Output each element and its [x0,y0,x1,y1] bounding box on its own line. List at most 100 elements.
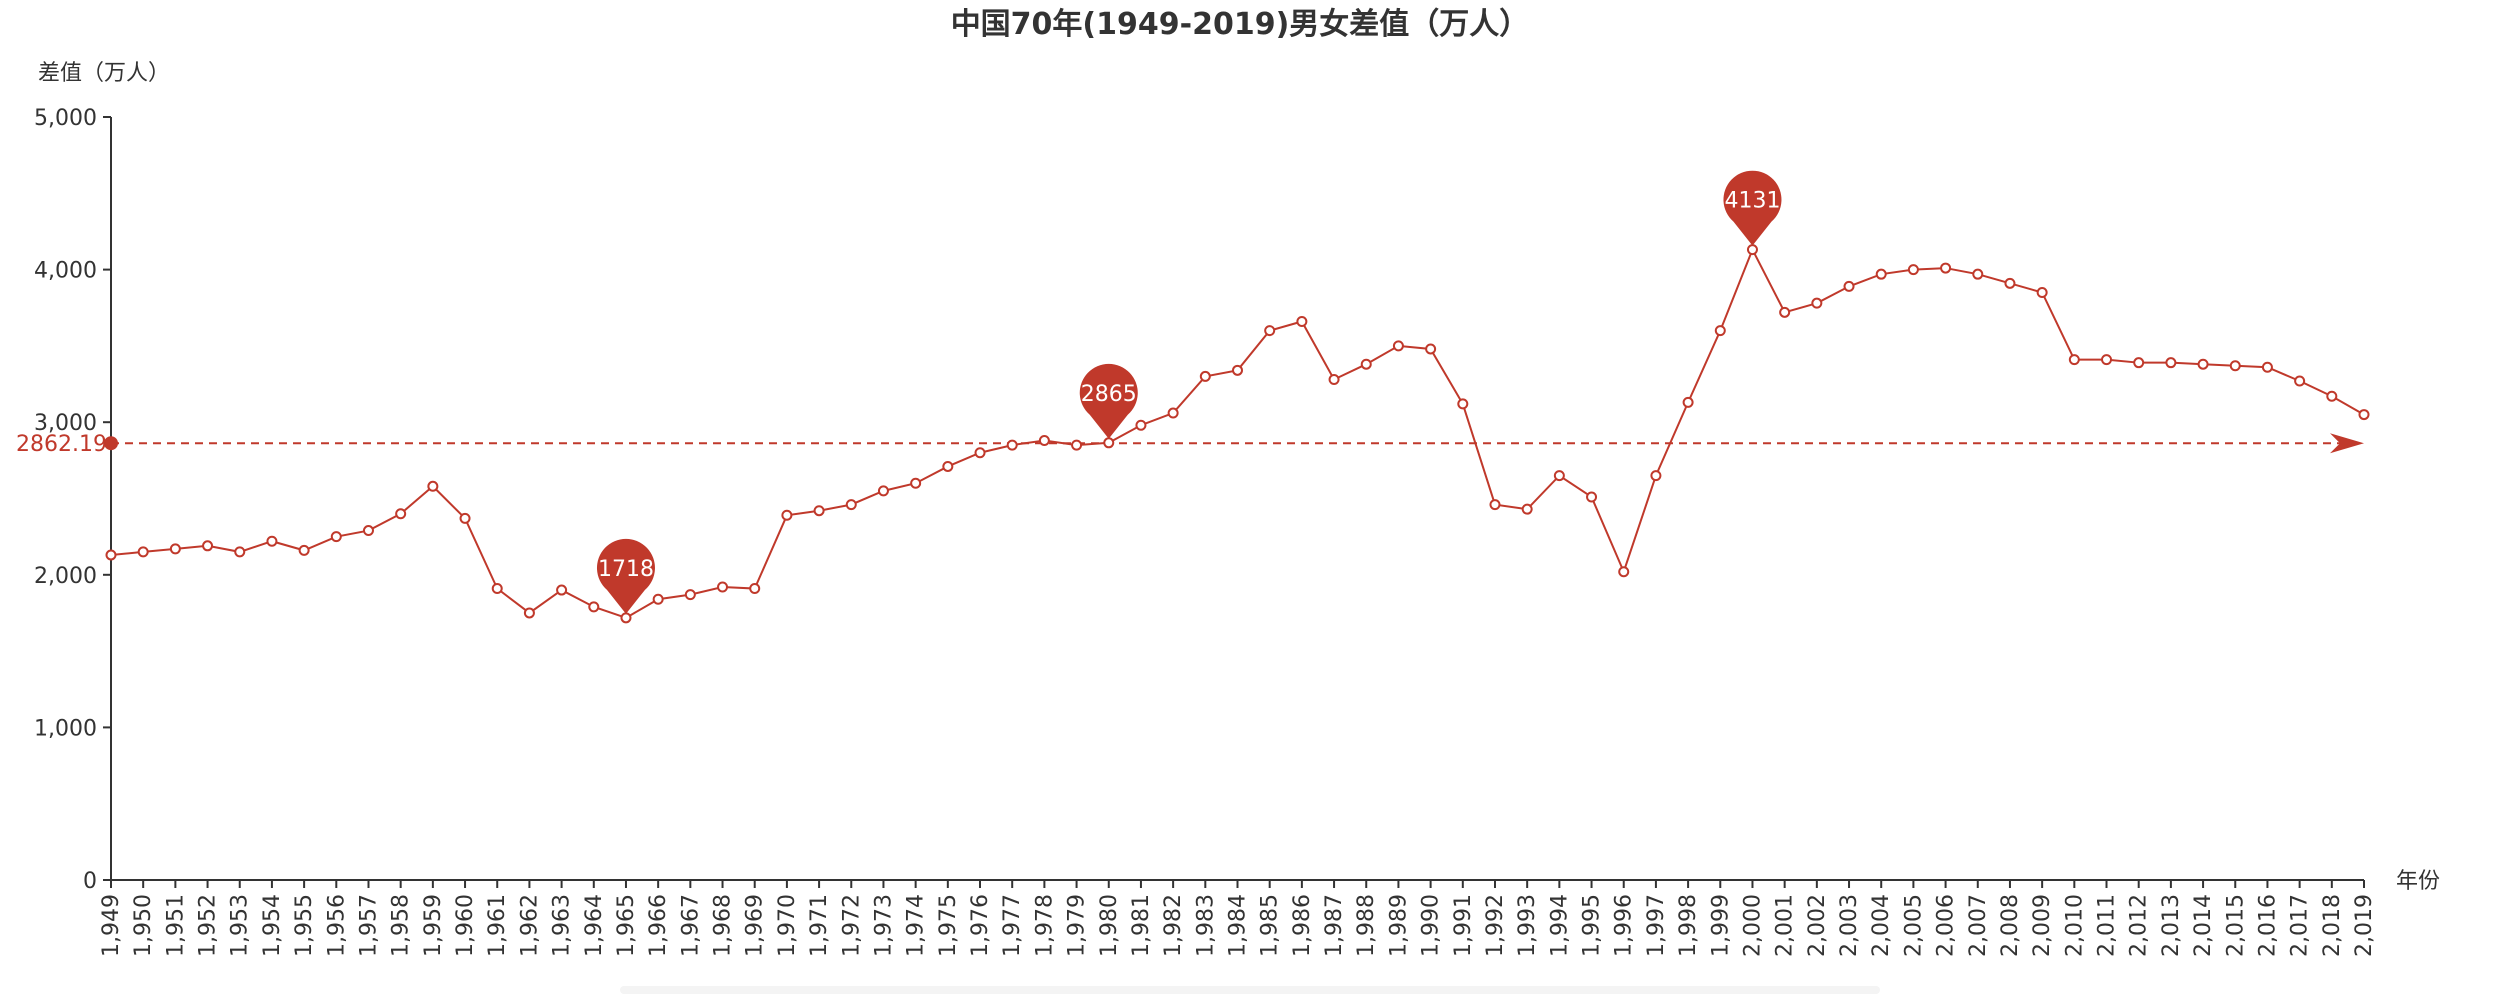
data-point [2004,277,2016,289]
data-point [684,589,696,601]
data-point [588,601,600,613]
scrollbar-shadow [620,986,1880,994]
x-tick-label: 1,988 [1354,894,1379,957]
data-point [1071,439,1083,451]
data-point [1264,325,1276,337]
x-tick-label: 1,973 [871,894,896,957]
x-axis: 1,949 1,950 1,951 1,952 1,953 1,954 1,955 1,956… [99,879,2377,957]
x-tick-label: 2,003 [1837,894,1862,957]
data-point [1167,407,1179,419]
mark-points: 1718 2865 4131 [596,170,1782,614]
data-point [1650,470,1662,482]
mark-point-pin: 4131 [1723,170,1782,246]
data-point [1682,396,1694,408]
average-mark-line: 2862.19 [16,432,2364,457]
x-tick-label: 1,960 [453,894,478,957]
y-tick-label: 3,000 [34,411,97,436]
x-tick-label: 1,981 [1129,894,1154,957]
x-tick-label: 1,979 [1065,894,1090,957]
x-tick-label: 2,016 [2255,894,2280,957]
x-tick-label: 1,984 [1226,894,1251,957]
x-tick-label: 2,011 [2095,894,2120,957]
x-tick-label: 1,995 [1580,894,1605,957]
series-polyline [110,247,2365,619]
data-point [1457,398,1469,410]
x-tick-label: 1,990 [1419,894,1444,957]
data-point [1135,419,1147,431]
data-point [1972,268,1984,280]
data-point [1907,264,1919,276]
data-point [137,546,149,558]
data-point [2036,286,2048,298]
data-point [1103,437,1115,449]
y-tick-label: 5,000 [34,106,97,131]
data-point [1392,340,1404,352]
x-tick-label: 1,993 [1515,894,1540,957]
data-point [1232,364,1243,376]
x-tick-label: 1,962 [517,894,542,957]
pin-label: 4131 [1724,189,1780,214]
data-point [330,531,342,543]
data-point [1521,503,1533,515]
x-tick-label: 1,955 [292,894,317,957]
x-tick-label: 1,970 [775,894,800,957]
data-point [845,499,857,511]
data-point [2261,361,2273,373]
x-tick-label: 1,994 [1547,894,1572,957]
y-tick-label: 0 [83,869,97,894]
x-tick-label: 2,019 [2352,894,2377,957]
x-tick-label: 1,987 [1322,894,1347,957]
x-tick-label: 2,007 [1966,894,1991,957]
x-tick-label: 1,998 [1676,894,1701,957]
data-point [1199,370,1211,382]
data-point [1489,499,1501,511]
data-point [749,583,761,595]
x-tick-label: 2,005 [1901,894,1926,957]
data-point [942,460,954,472]
data-point [169,543,181,555]
data-point [1779,306,1791,318]
series-line [105,244,2370,624]
pin-shape [1079,363,1138,439]
data-point [781,509,793,521]
data-point [1038,435,1050,447]
x-tick-label: 1,968 [711,894,736,957]
data-point [1618,566,1630,578]
x-tick-label: 1,986 [1290,894,1315,957]
x-tick-label: 1,951 [163,894,188,957]
data-point [105,549,117,561]
data-point [362,525,374,537]
x-tick-label: 2,013 [2159,894,2184,957]
x-tick-label: 2,008 [1998,894,2023,957]
x-tick-label: 1,953 [228,894,253,957]
pin-label: 1718 [598,557,654,582]
x-tick-label: 1,975 [936,894,961,957]
data-point [427,480,439,492]
data-point [1875,268,1887,280]
data-point [877,485,889,497]
average-line-label: 2862.19 [16,432,107,457]
x-tick-label: 1,963 [550,894,575,957]
x-tick-label: 2,015 [2223,894,2248,957]
data-point [1843,280,1855,292]
x-tick-label: 1,958 [389,894,414,957]
data-point [2165,357,2177,369]
data-point [2294,375,2306,387]
x-tick-label: 2,017 [2288,894,2313,957]
y-tick-label: 4,000 [34,259,97,284]
x-tick-label: 1,959 [421,894,446,957]
data-point [202,540,214,552]
mark-point-pin: 1718 [596,538,655,614]
x-tick-label: 1,971 [807,894,832,957]
data-point [1553,470,1565,482]
x-tick-label: 1,999 [1708,894,1733,957]
data-point [2101,354,2113,366]
x-tick-label: 1,949 [99,894,124,957]
data-point [910,477,922,489]
x-tick-label: 1,978 [1032,894,1057,957]
x-tick-label: 1,957 [356,894,381,957]
y-axis: 0 1,000 2,000 3,000 4,000 5,000 [34,106,112,894]
x-tick-label: 2,004 [1869,894,1894,957]
data-point [813,505,825,517]
